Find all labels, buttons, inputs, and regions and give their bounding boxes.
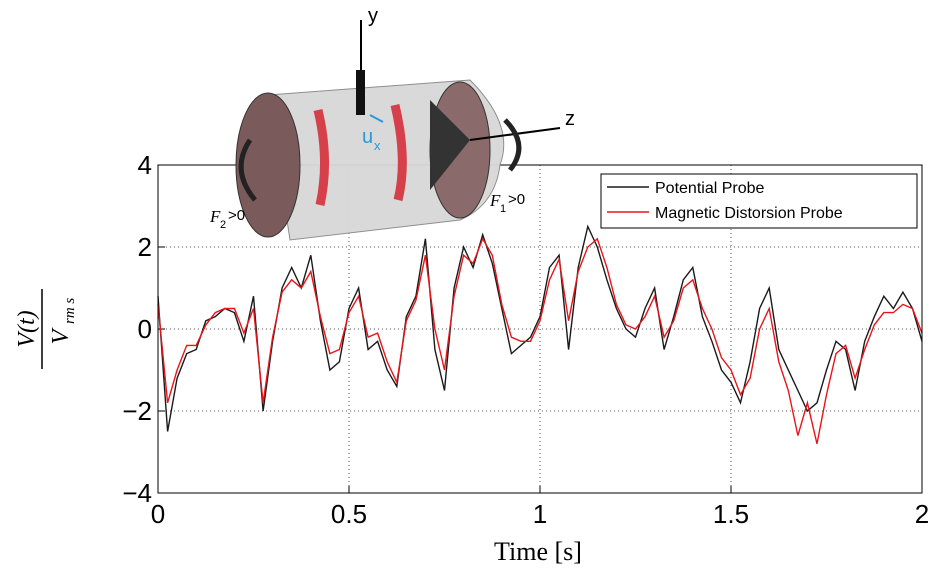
y-tick-label: −2 <box>122 396 152 426</box>
legend-box <box>600 173 918 229</box>
inset-y-axis: y <box>368 5 378 27</box>
inset-diagram <box>235 20 561 241</box>
force-1-condition: >0 <box>508 191 525 208</box>
y-tick-label: 2 <box>138 232 152 262</box>
legend-label: Potential Probe <box>655 180 765 197</box>
inset-velocity-subscript: x <box>374 138 381 153</box>
x-tick-label: 0.5 <box>331 499 367 529</box>
force-2-subscript: 2 <box>220 219 226 231</box>
inset-z-axis: z <box>565 108 575 130</box>
y-tick-label: 0 <box>138 314 152 344</box>
y-tick-label: 4 <box>138 150 152 180</box>
x-tick-label: 1 <box>533 499 547 529</box>
series-line <box>157 224 923 432</box>
y-label-subscript: rm s <box>62 298 78 324</box>
series-line <box>157 237 923 444</box>
y-tick-label: −4 <box>122 478 152 508</box>
plot-frame <box>157 164 923 494</box>
force-2-condition: >0 <box>228 207 245 224</box>
y-label-denominator: V <box>48 327 74 344</box>
force-2: F <box>209 207 221 226</box>
x-tick-label: 1.5 <box>713 499 749 529</box>
force-1-subscript: 1 <box>500 203 506 215</box>
legend-label: Magnetic Distorsion Probe <box>655 205 843 222</box>
x-tick-label: 0 <box>151 499 165 529</box>
x-tick-label: 2 <box>915 499 929 529</box>
y-label-numerator: V(t) <box>14 310 40 347</box>
x-axis-label: Time [s] <box>494 537 582 566</box>
y-axis-label: V(t) V rm s <box>14 289 78 369</box>
force-1: F <box>489 191 501 210</box>
inset-velocity: u <box>362 126 373 148</box>
